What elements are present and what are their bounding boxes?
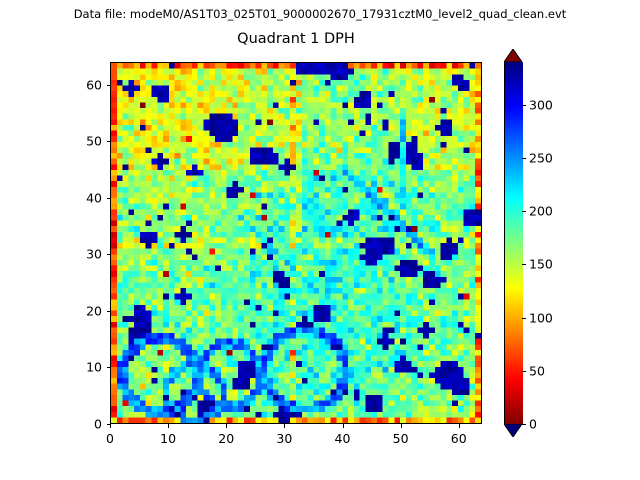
y-tick-mark bbox=[106, 254, 110, 256]
y-tick-mark bbox=[106, 141, 110, 143]
colorbar-tick-mark bbox=[522, 157, 526, 159]
x-tick-mark bbox=[110, 424, 111, 428]
colorbar-tick-label: 250 bbox=[529, 150, 553, 166]
dph-heatmap-image bbox=[111, 63, 481, 423]
colorbar-tick-label: 150 bbox=[529, 256, 553, 272]
x-tick-label: 0 bbox=[106, 431, 114, 446]
x-tick-mark bbox=[168, 424, 170, 428]
colorbar-tick-label: 50 bbox=[529, 363, 545, 379]
plot-title: Quadrant 1 DPH bbox=[237, 31, 355, 47]
x-tick-mark bbox=[284, 424, 286, 428]
colorbar-tick-mark bbox=[522, 370, 526, 372]
colorbar-tick-label: 200 bbox=[529, 203, 553, 219]
colorbar bbox=[504, 49, 523, 437]
colorbar-tick-mark bbox=[522, 424, 526, 425]
x-tick-mark bbox=[226, 424, 228, 428]
heatmap-axes bbox=[110, 62, 482, 424]
colorbar-gradient bbox=[505, 62, 523, 424]
y-tick-label: 20 bbox=[86, 303, 102, 319]
colorbar-under-arrow-icon bbox=[504, 424, 522, 437]
x-tick-mark bbox=[342, 424, 344, 428]
colorbar-tick-mark bbox=[522, 104, 526, 106]
x-tick-mark bbox=[458, 424, 460, 428]
y-tick-label: 30 bbox=[86, 246, 102, 262]
colorbar-tick-mark bbox=[522, 211, 526, 213]
y-tick-mark bbox=[106, 367, 110, 369]
colorbar-tick-mark bbox=[522, 317, 526, 319]
x-tick-label: 30 bbox=[276, 431, 293, 446]
x-tick-mark bbox=[400, 424, 402, 428]
y-tick-label: 10 bbox=[86, 359, 102, 375]
colorbar-tick-label: 0 bbox=[529, 416, 537, 432]
colorbar-over-arrow-icon bbox=[504, 49, 522, 62]
x-tick-label: 60 bbox=[450, 431, 467, 446]
y-tick-mark bbox=[106, 197, 110, 199]
y-tick-label: 60 bbox=[86, 77, 102, 93]
y-tick-label: 0 bbox=[94, 416, 102, 432]
y-tick-mark bbox=[106, 84, 110, 86]
x-tick-label: 20 bbox=[218, 431, 235, 446]
y-tick-label: 50 bbox=[86, 133, 102, 149]
colorbar-tick-label: 300 bbox=[529, 97, 553, 113]
y-tick-mark bbox=[106, 424, 110, 425]
x-tick-label: 50 bbox=[392, 431, 409, 446]
y-tick-mark bbox=[106, 310, 110, 312]
colorbar-tick-label: 100 bbox=[529, 310, 553, 326]
x-tick-label: 40 bbox=[334, 431, 351, 446]
x-tick-label: 10 bbox=[160, 431, 177, 446]
colorbar-tick-mark bbox=[522, 264, 526, 266]
data-file-label: Data file: modeM0/AS1T03_025T01_90000026… bbox=[73, 7, 567, 21]
y-tick-label: 40 bbox=[86, 190, 102, 206]
colorbar-body bbox=[504, 62, 523, 424]
